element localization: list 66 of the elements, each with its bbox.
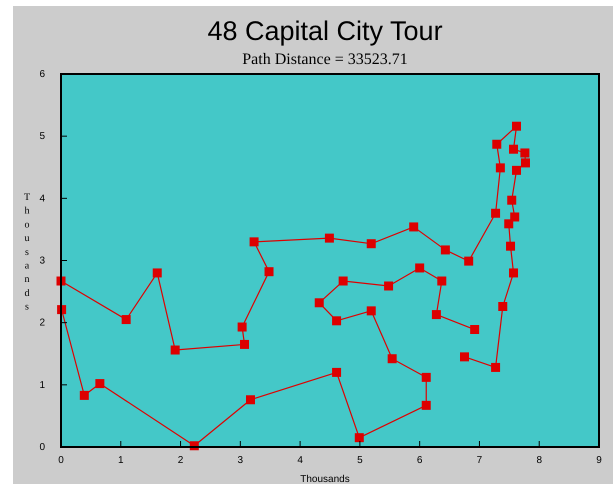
point [506, 242, 516, 251]
y-tick-label: 6 [39, 69, 46, 80]
point [504, 219, 514, 228]
x-tick-label: 8 [536, 455, 542, 466]
y-tick-label: 2 [39, 318, 46, 329]
point [152, 268, 162, 278]
point [122, 315, 131, 324]
point [422, 400, 431, 410]
y-tick-label: 0 [39, 442, 46, 453]
point [324, 234, 334, 243]
point [491, 362, 500, 372]
point [498, 302, 508, 312]
point [264, 267, 274, 276]
x-tick-label: 7 [476, 455, 483, 466]
point [509, 144, 518, 154]
x-tick-label: 0 [58, 455, 64, 466]
point [460, 352, 469, 362]
point [250, 237, 259, 246]
point [507, 196, 516, 205]
point [366, 239, 376, 248]
point [314, 298, 324, 308]
text: Thousands [24, 192, 30, 313]
point [437, 276, 446, 286]
point [246, 395, 255, 404]
x-tick-label: 5 [357, 455, 364, 466]
x-tick-label: 4 [297, 455, 304, 466]
point [422, 372, 431, 382]
y-tick-label: 4 [39, 193, 46, 204]
point [238, 322, 247, 332]
point [464, 256, 474, 266]
point [509, 268, 518, 278]
point [80, 390, 89, 400]
point [415, 263, 424, 272]
x-tick-label: 1 [118, 455, 124, 466]
point [510, 212, 520, 222]
x-tick-label: 6 [416, 455, 423, 466]
point [470, 325, 480, 334]
chart-subtitle: Path Distance = 33523.71 [242, 51, 408, 68]
point [512, 122, 522, 131]
point [388, 354, 397, 364]
x-tick-label: 9 [596, 455, 602, 466]
chart-title: 48 Capital City Tour [207, 16, 443, 46]
y-tick-label: 5 [39, 131, 46, 142]
x-tick-label: 2 [178, 455, 184, 466]
point [354, 433, 364, 442]
point [240, 340, 250, 349]
point [492, 140, 502, 149]
point [384, 281, 394, 290]
point [512, 166, 522, 175]
point [332, 316, 342, 326]
point [332, 368, 342, 377]
point [491, 208, 500, 218]
x-axis-title: Thousands [300, 474, 350, 484]
point [366, 306, 376, 316]
point [496, 163, 505, 172]
y-tick-label: 1 [39, 380, 46, 391]
point [170, 346, 180, 355]
point [432, 310, 441, 320]
point [409, 222, 418, 232]
point [338, 276, 348, 286]
point [520, 148, 530, 158]
point [520, 158, 530, 168]
point [440, 245, 450, 254]
y-tick-label: 3 [39, 256, 46, 266]
point [95, 379, 104, 388]
x-tick-label: 3 [238, 455, 244, 466]
